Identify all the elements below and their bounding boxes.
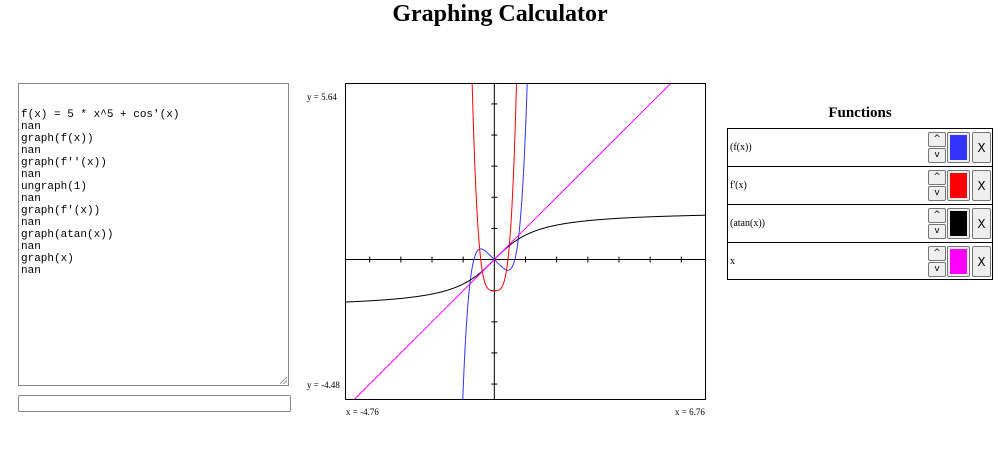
page-title: Graphing Calculator (392, 1, 608, 27)
resize-grip-icon[interactable] (280, 377, 287, 384)
functions-title: Functions (828, 105, 892, 121)
move-down-button[interactable]: v (928, 148, 946, 163)
console-line: nan (21, 193, 41, 205)
console-line: graph(x) (21, 253, 74, 265)
function-label: f'(x) (730, 180, 747, 191)
move-up-button[interactable]: ^ (928, 132, 946, 147)
color-picker[interactable] (947, 170, 970, 201)
console-line: nan (21, 145, 41, 157)
function-label: (atan(x)) (730, 218, 765, 229)
move-up-button[interactable]: ^ (928, 170, 946, 185)
function-row: (f(x)) ^ v X (728, 129, 992, 167)
functions-list: (f(x)) ^ v X f'(x) ^ v X (atan(x)) ^ v X… (727, 128, 993, 280)
graph-svg (346, 84, 705, 399)
console-lines: f(x) = 5 * x^5 + cos'(x) nan graph(f(x)) na… (21, 109, 286, 277)
curve-identity (354, 84, 671, 399)
function-label: x (730, 256, 735, 267)
color-swatch (950, 249, 967, 274)
console-output[interactable]: f(x) = 5 * x^5 + cos'(x) nan graph(f(x)) na… (18, 83, 289, 386)
color-swatch (950, 211, 967, 236)
move-down-button[interactable]: v (928, 224, 946, 239)
y-min-label: y = -4.48 (307, 380, 340, 390)
graph-canvas[interactable] (345, 83, 706, 400)
color-swatch (950, 173, 967, 198)
console-line: nan (21, 217, 41, 229)
console-line: nan (21, 169, 41, 181)
command-input[interactable] (18, 395, 291, 412)
remove-function-button[interactable]: X (972, 246, 991, 277)
remove-function-button[interactable]: X (972, 208, 991, 239)
move-down-button[interactable]: v (928, 262, 946, 277)
function-row: (atan(x)) ^ v X (728, 205, 992, 243)
curve-atan (346, 214, 705, 303)
color-swatch (950, 135, 967, 160)
function-row: f'(x) ^ v X (728, 167, 992, 205)
console-line: graph(f(x)) (21, 133, 94, 145)
console-line: nan (21, 265, 41, 277)
console-line: graph(atan(x)) (21, 229, 114, 241)
color-picker[interactable] (947, 132, 970, 163)
color-picker[interactable] (947, 208, 970, 239)
console-line: nan (21, 241, 41, 253)
x-max-label: x = 6.76 (675, 407, 705, 417)
console-line: graph(f''(x)) (21, 157, 107, 169)
color-picker[interactable] (947, 246, 970, 277)
move-up-button[interactable]: ^ (928, 246, 946, 261)
curve-f-prime (471, 84, 518, 292)
move-down-button[interactable]: v (928, 186, 946, 201)
console-line: ungraph(1) (21, 181, 88, 193)
console-line: graph(f'(x)) (21, 205, 101, 217)
function-label: (f(x)) (730, 142, 752, 153)
x-min-label: x = -4.76 (346, 407, 379, 417)
remove-function-button[interactable]: X (972, 170, 991, 201)
function-row: x ^ v X (728, 243, 992, 279)
console-line: nan (21, 121, 41, 133)
console-line: f(x) = 5 * x^5 + cos'(x) (21, 109, 180, 121)
move-up-button[interactable]: ^ (928, 208, 946, 223)
y-max-label: y = 5.64 (307, 92, 337, 102)
curve-f (462, 84, 528, 399)
remove-function-button[interactable]: X (972, 132, 991, 163)
